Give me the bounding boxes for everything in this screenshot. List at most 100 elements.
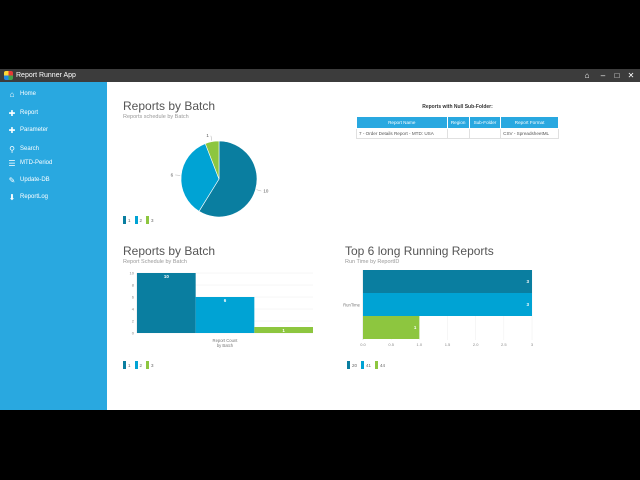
bar-chart-title: Reports by Batch: [123, 244, 216, 258]
x-axis-label: by Batch: [217, 343, 234, 348]
sidebar-item-parameter[interactable]: ✚ Parameter: [7, 123, 103, 137]
pie-label-leader: [256, 189, 262, 192]
hbar[interactable]: [363, 270, 532, 293]
pie-legend: 1 2 3: [123, 216, 158, 224]
bar[interactable]: [195, 297, 255, 333]
pie-slice-label: 6: [171, 172, 174, 177]
sidebar-item-label: Home: [20, 91, 37, 97]
table-row[interactable]: 7 - Order Details Report - MTD: USA CSV …: [356, 128, 559, 139]
hbar-chart-subtitle: Run Time by ReportID: [345, 259, 400, 265]
sidebar-item-label: Search: [20, 146, 40, 152]
legend-label: 20: [352, 362, 358, 368]
sidebar: ⌂ Home ✚ Report ✚ Parameter ⚲ Search ☰ M…: [0, 82, 107, 410]
x-tick-label: 0.5: [388, 342, 394, 347]
table-cell: CSV - SpreadsheetML: [500, 128, 559, 139]
y-tick-label: 10: [130, 271, 135, 276]
y-tick-label: 4: [132, 307, 135, 312]
legend-item[interactable]: 2: [134, 361, 143, 369]
legend-item[interactable]: 1: [123, 216, 131, 224]
hbar-legend: 20 41 44: [347, 361, 389, 369]
legend-item[interactable]: 3: [146, 216, 154, 224]
hbar[interactable]: [363, 316, 420, 339]
y-tick-label: 6: [132, 295, 135, 300]
pie-chart-title: Reports by Batch: [123, 99, 216, 113]
pie-chart: 10 6 1: [171, 133, 269, 218]
y-tick-label: 0: [132, 331, 135, 336]
legend-item[interactable]: 20: [347, 361, 357, 369]
pie-slice-label: 1: [206, 133, 209, 138]
home-icon[interactable]: ⌂: [584, 71, 590, 80]
sidebar-item-label: Update-DB: [20, 177, 50, 183]
bar[interactable]: [254, 327, 313, 333]
close-button[interactable]: ✕: [627, 71, 635, 80]
list-icon: ☰: [8, 158, 16, 168]
y-tick-label: 2: [132, 319, 135, 324]
sidebar-item-mtd-period[interactable]: ☰ MTD-Period: [7, 156, 103, 170]
y-tick-label: 8: [132, 283, 135, 288]
null-subfolder-table: Report Name Region Sub-Folder Report For…: [356, 116, 559, 139]
legend-label: 2: [139, 217, 143, 223]
app-window: Report Runner App ⌂ – □ ✕ ⌂ Home ✚ Repor…: [0, 69, 640, 410]
table-cell: [446, 128, 470, 139]
legend-label: 3: [151, 217, 154, 223]
column-header[interactable]: Region: [446, 116, 470, 129]
sidebar-item-label: Parameter: [20, 127, 49, 133]
app-logo-icon: [4, 71, 13, 80]
pie-slice-label: 10: [263, 189, 269, 194]
legend-label: 1: [128, 362, 131, 368]
sidebar-item-reportlog[interactable]: ⬇ ReportLog: [7, 190, 103, 204]
legend-item[interactable]: 3: [146, 361, 154, 369]
dashboard-content: Reports by Batch Reports schedule by Bat…: [107, 82, 640, 410]
x-tick-label: 1.5: [445, 342, 451, 347]
sidebar-item-label: ReportLog: [20, 194, 49, 200]
download-icon: ⬇: [8, 192, 16, 202]
bar-chart-subtitle: Report Schedule by Batch: [123, 259, 187, 265]
pie-slice[interactable]: [204, 140, 220, 180]
sidebar-item-update-db[interactable]: ✎ Update-DB: [7, 173, 103, 187]
minimize-button[interactable]: –: [600, 71, 606, 80]
home-icon: ⌂: [9, 89, 15, 99]
column-header[interactable]: Report Format: [500, 116, 559, 129]
x-tick-label: 2.0: [473, 342, 479, 347]
sidebar-item-label: Report: [20, 110, 39, 116]
legend-label: 2: [139, 362, 143, 368]
hbar-value-label: 3: [526, 279, 529, 284]
title-bar: Report Runner App ⌂ – □ ✕: [0, 69, 640, 82]
null-subfolder-table-title: Reports with Null Sub-Folder:: [422, 104, 493, 110]
bar[interactable]: [137, 273, 196, 333]
bar-value-label: 6: [224, 298, 227, 303]
legend-label: 44: [380, 362, 386, 368]
x-tick-label: 3: [531, 342, 534, 347]
sidebar-item-report[interactable]: ✚ Report: [7, 106, 103, 120]
legend-label: 41: [366, 362, 372, 368]
sidebar-item-search[interactable]: ⚲ Search: [7, 142, 103, 156]
column-header[interactable]: Report Name: [356, 116, 448, 129]
hbar-value-label: 3: [526, 302, 529, 307]
legend-item[interactable]: 41: [361, 361, 371, 369]
x-axis-label: Report Count: [213, 338, 239, 343]
hbar[interactable]: [363, 293, 532, 316]
legend-item[interactable]: 2: [134, 216, 143, 224]
table-header-row: Report Name Region Sub-Folder Report For…: [356, 116, 559, 129]
maximize-button[interactable]: □: [614, 71, 620, 80]
plus-icon: ✚: [8, 108, 16, 118]
pie-slice[interactable]: [180, 143, 220, 212]
table-cell: 7 - Order Details Report - MTD: USA: [356, 128, 448, 139]
pie-slice[interactable]: [198, 140, 258, 218]
x-tick-label: 2.5: [501, 342, 507, 347]
hbar-value-label: 1: [414, 325, 417, 330]
pie-chart-subtitle: Reports schedule by Batch: [123, 114, 189, 120]
legend-label: 3: [151, 362, 154, 368]
legend-item[interactable]: 44: [375, 361, 385, 369]
sidebar-item-label: MTD-Period: [20, 160, 53, 166]
search-icon: ⚲: [9, 144, 15, 154]
legend-item[interactable]: 1: [123, 361, 131, 369]
column-header[interactable]: Sub-Folder: [468, 116, 502, 129]
bar-legend: 1 2 3: [123, 361, 158, 369]
pie-label-leader: [210, 135, 213, 141]
sidebar-item-home[interactable]: ⌂ Home: [7, 87, 103, 101]
edit-icon: ✎: [8, 175, 16, 185]
table-cell: [468, 128, 502, 139]
y-axis-label: RunTime: [343, 303, 361, 308]
